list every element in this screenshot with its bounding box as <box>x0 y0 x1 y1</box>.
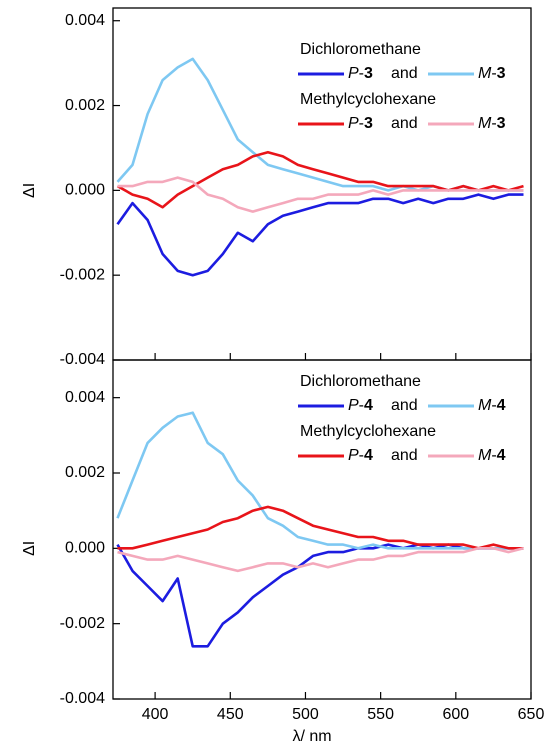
x-tick-label: 500 <box>292 706 319 723</box>
legend-label: P-3 <box>348 115 373 132</box>
legend-label: M-3 <box>478 115 506 132</box>
series-line <box>117 176 524 213</box>
y-tick-label: 0.002 <box>65 97 105 114</box>
y-tick-label: 0.000 <box>65 540 105 557</box>
y-tick-label: -0.004 <box>60 690 105 707</box>
legend-title: Methylcyclohexane <box>300 423 436 440</box>
series-line <box>117 547 524 573</box>
series-line <box>117 505 524 550</box>
x-tick-label: 450 <box>217 706 244 723</box>
legend-title: Dichloromethane <box>300 41 421 58</box>
legend-title: Dichloromethane <box>300 373 421 390</box>
series-line <box>116 150 524 209</box>
legend-title: Methylcyclohexane <box>300 91 436 108</box>
x-axis-label: λ/ nm <box>292 728 331 745</box>
legend-label: M-3 <box>478 65 506 82</box>
legend-label: M-4 <box>478 397 506 414</box>
legend-joiner: and <box>391 115 418 132</box>
y-tick-label: 0.004 <box>65 389 105 406</box>
x-tick-label: 550 <box>367 706 394 723</box>
y-tick-label: -0.002 <box>60 615 105 632</box>
y-axis-label: ΔI <box>21 541 38 556</box>
plot-frame <box>112 359 532 700</box>
legend-joiner: and <box>391 447 418 464</box>
legend-joiner: and <box>391 65 418 82</box>
series-line <box>116 193 524 277</box>
legend-label: M-4 <box>478 447 506 464</box>
legend-label: P-3 <box>348 65 373 82</box>
series-line <box>116 543 524 648</box>
x-tick-label: 600 <box>442 706 469 723</box>
y-axis-label: ΔI <box>21 183 38 198</box>
legend-label: P-4 <box>348 447 373 464</box>
legend-joiner: and <box>391 397 418 414</box>
x-tick-label: 650 <box>518 706 545 723</box>
x-tick-label: 400 <box>142 706 169 723</box>
plot-frame <box>112 7 532 361</box>
y-tick-label: -0.002 <box>60 266 105 283</box>
legend-label: P-4 <box>348 397 373 414</box>
y-tick-label: 0.000 <box>65 182 105 199</box>
y-tick-label: -0.004 <box>60 351 105 368</box>
y-tick-label: 0.002 <box>65 464 105 481</box>
series-line <box>116 411 524 550</box>
y-tick-label: 0.004 <box>65 12 105 29</box>
